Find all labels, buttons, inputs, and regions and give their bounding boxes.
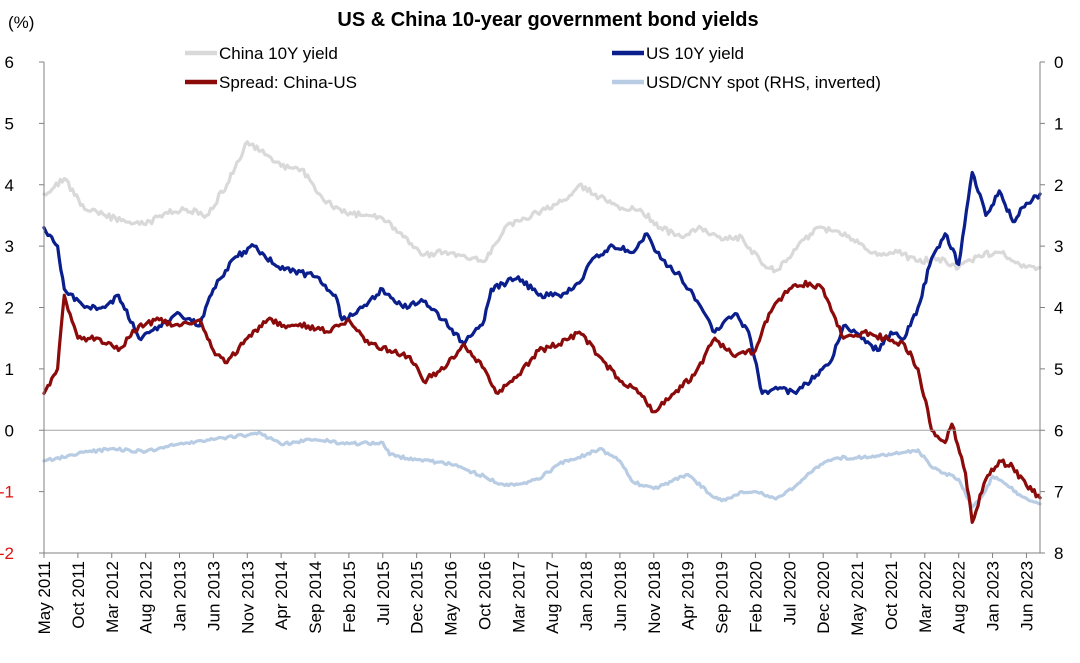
x-tick-label: Mar 2017 — [509, 561, 528, 633]
x-tick-label: Mar 2012 — [103, 561, 122, 633]
y-axis-label: (%) — [8, 13, 34, 32]
legend-label: China 10Y yield — [219, 44, 338, 63]
x-tick-label: Jan 2018 — [577, 561, 596, 631]
y2-tick-label: 3 — [1054, 237, 1063, 256]
x-tick-label: Nov 2018 — [645, 561, 664, 634]
x-tick-label: Jan 2013 — [171, 561, 190, 631]
x-tick-label: May 2016 — [442, 561, 461, 636]
y2-tick-label: 7 — [1054, 483, 1063, 502]
y-tick-label: 4 — [5, 176, 14, 195]
series-line-4 — [42, 430, 1042, 509]
x-tick-label: Dec 2015 — [408, 561, 427, 634]
x-tick-label: Jul 2020 — [780, 561, 799, 625]
x-tick-label: Jun 2023 — [1017, 561, 1036, 631]
series-line-1 — [42, 140, 1042, 274]
plot-area — [42, 140, 1042, 524]
x-tick-label: Oct 2021 — [882, 561, 901, 630]
x-tick-label: Aug 2017 — [543, 561, 562, 634]
y-tick-label: 1 — [5, 360, 14, 379]
legend: China 10Y yield US 10Y yield Spread: China… — [185, 44, 881, 92]
x-tick-label: Apr 2019 — [679, 561, 698, 630]
x-tick-label: Feb 2020 — [746, 561, 765, 633]
legend-item: US 10Y yield — [612, 44, 744, 63]
x-tick-label: Jan 2023 — [984, 561, 1003, 631]
x-tick-label: Oct 2011 — [69, 561, 88, 629]
y2-tick-label: 8 — [1054, 544, 1063, 563]
legend-item: Spread: China-US — [185, 73, 357, 92]
x-tick-label: Jun 2018 — [611, 561, 630, 631]
x-tick-label: Apr 2014 — [272, 561, 291, 630]
x-tick-label: Dec 2020 — [814, 561, 833, 634]
x-tick-label: Sep 2019 — [713, 561, 732, 634]
legend-label: Spread: China-US — [219, 73, 357, 92]
x-tick-label: Sep 2014 — [306, 561, 325, 634]
y2-tick-label: 1 — [1054, 114, 1063, 133]
x-tick-label: Jul 2015 — [374, 561, 393, 625]
y2-tick-label: 2 — [1054, 176, 1063, 195]
y-tick-label: 2 — [5, 299, 14, 318]
y2-tick-label: 0 — [1054, 53, 1063, 72]
series-line-3 — [42, 279, 1042, 524]
y2-tick-label: 4 — [1054, 299, 1063, 318]
x-tick-label: Aug 2012 — [137, 561, 156, 634]
y-tick-label: 5 — [5, 114, 14, 133]
y-tick-label: 6 — [5, 53, 14, 72]
x-tick-label: Oct 2016 — [475, 561, 494, 630]
legend-item: USD/CNY spot (RHS, inverted) — [612, 73, 881, 92]
x-tick-label: May 2021 — [848, 561, 867, 636]
y-tick-label: 0 — [5, 421, 14, 440]
series-line-2 — [42, 170, 1042, 396]
legend-label: US 10Y yield — [646, 44, 744, 63]
y-tick-label: -2 — [0, 544, 14, 563]
chart-title: US & China 10-year government bond yield… — [337, 9, 758, 31]
y2-tick-label: 6 — [1054, 421, 1063, 440]
x-tick-label: Jun 2013 — [204, 561, 223, 631]
x-tick-label: Aug 2022 — [950, 561, 969, 634]
legend-item: China 10Y yield — [185, 44, 338, 63]
x-tick-label: Nov 2013 — [238, 561, 257, 634]
x-tick-label: Mar 2022 — [916, 561, 935, 633]
axes: 6 5 4 3 2 1 0 -1 -2 0 1 2 3 4 5 6 7 8 May 2011 Oct 2011 Mar … — [0, 53, 1063, 636]
y2-tick-label: 5 — [1054, 360, 1063, 379]
x-tick-label: May 2011 — [35, 561, 54, 634]
x-tick-label: Feb 2015 — [340, 561, 359, 633]
legend-label: USD/CNY spot (RHS, inverted) — [646, 73, 881, 92]
y-tick-label: -1 — [0, 483, 14, 502]
y-tick-label: 3 — [5, 237, 14, 256]
